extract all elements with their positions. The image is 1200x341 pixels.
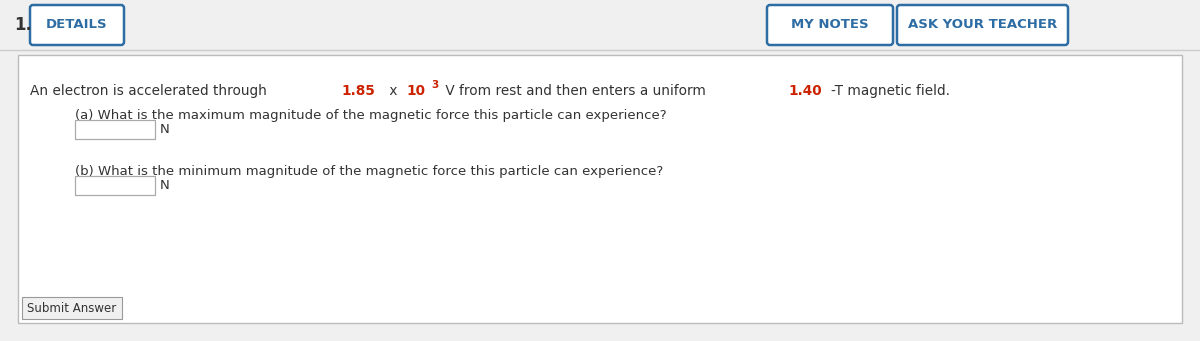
Text: V from rest and then enters a uniform: V from rest and then enters a uniform	[440, 84, 710, 98]
FancyBboxPatch shape	[767, 5, 893, 45]
Text: N: N	[160, 179, 169, 192]
FancyBboxPatch shape	[22, 297, 122, 319]
Text: -T magnetic field.: -T magnetic field.	[832, 84, 950, 98]
Text: 1.85: 1.85	[341, 84, 376, 98]
Text: DETAILS: DETAILS	[46, 18, 108, 31]
FancyBboxPatch shape	[30, 5, 124, 45]
FancyBboxPatch shape	[74, 120, 155, 139]
Text: (a) What is the maximum magnitude of the magnetic force this particle can experi: (a) What is the maximum magnitude of the…	[74, 108, 667, 121]
FancyBboxPatch shape	[898, 5, 1068, 45]
Text: 1.: 1.	[14, 16, 32, 34]
Text: 10: 10	[407, 84, 426, 98]
Text: MY NOTES: MY NOTES	[791, 18, 869, 31]
Text: 1.40: 1.40	[788, 84, 822, 98]
Text: ASK YOUR TEACHER: ASK YOUR TEACHER	[908, 18, 1057, 31]
FancyBboxPatch shape	[0, 0, 1200, 50]
Text: An electron is accelerated through: An electron is accelerated through	[30, 84, 271, 98]
Text: Submit Answer: Submit Answer	[28, 301, 116, 314]
FancyBboxPatch shape	[74, 176, 155, 195]
Text: N: N	[160, 123, 169, 136]
Text: x: x	[385, 84, 402, 98]
FancyBboxPatch shape	[18, 55, 1182, 323]
Text: 3: 3	[431, 80, 438, 90]
Text: (b) What is the minimum magnitude of the magnetic force this particle can experi: (b) What is the minimum magnitude of the…	[74, 164, 664, 178]
